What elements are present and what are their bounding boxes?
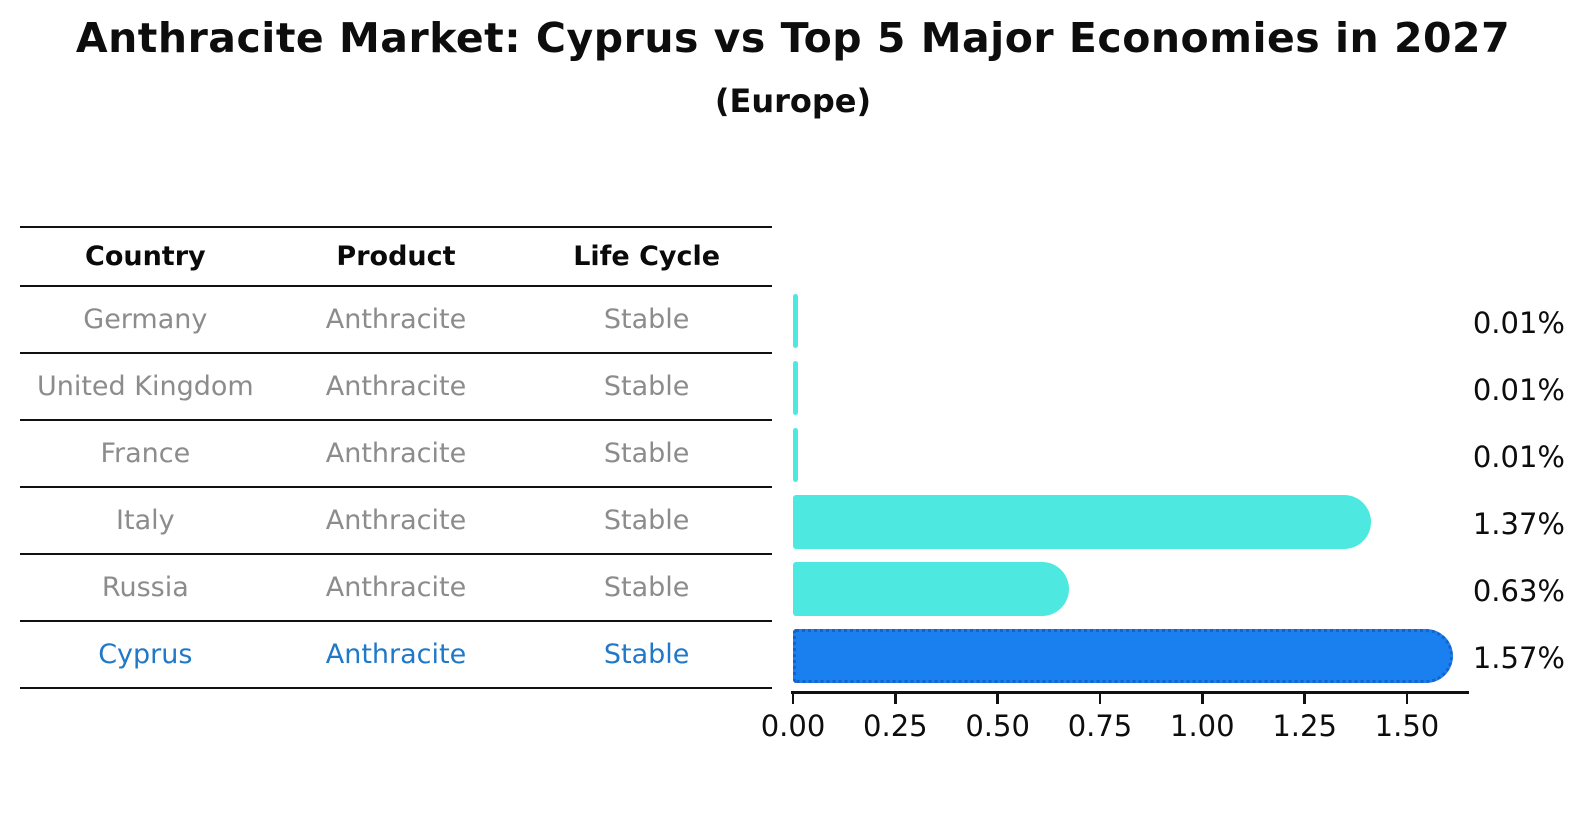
bar-italy xyxy=(793,495,1372,549)
bar-russia xyxy=(793,562,1069,616)
value-label-germany: 0.01% xyxy=(1472,306,1565,340)
cell-life-cycle: Stable xyxy=(603,639,690,670)
header-life-cycle: Life Cycle xyxy=(573,241,721,272)
cell-product: Anthracite xyxy=(325,371,467,402)
x-tick-label: 0.25 xyxy=(863,709,928,743)
x-tick xyxy=(1201,694,1204,704)
x-tick-label: 0.00 xyxy=(760,709,826,743)
table-body: Germany Anthracite Stable United Kingdom Ant… xyxy=(20,287,772,689)
cell-life-cycle: Stable xyxy=(603,304,690,335)
bar-united-kingdom xyxy=(793,361,798,415)
x-tick xyxy=(791,694,795,704)
cell-product: Anthracite xyxy=(325,304,467,335)
x-tick xyxy=(1303,694,1306,704)
country-table: Country Product Life Cycle Germany Anthra… xyxy=(20,226,772,689)
cell-product: Anthracite xyxy=(325,639,467,670)
cell-country: United Kingdom xyxy=(36,371,254,402)
x-tick xyxy=(894,694,897,704)
value-label-cyprus: 1.57% xyxy=(1472,641,1565,675)
cell-product: Anthracite xyxy=(325,438,467,469)
cell-life-cycle: Stable xyxy=(603,505,690,536)
cell-country: Cyprus xyxy=(98,639,193,670)
x-tick-label: 1.25 xyxy=(1272,709,1337,743)
cell-life-cycle: Stable xyxy=(603,371,690,402)
cell-country: France xyxy=(100,438,191,469)
x-tick xyxy=(996,694,999,704)
table-header-row: Country Product Life Cycle xyxy=(20,226,772,287)
x-axis-line xyxy=(791,691,1469,694)
x-tick xyxy=(1405,694,1409,704)
chart-subtitle: (Europe) xyxy=(714,82,872,120)
table-row-united-kingdom: United Kingdom Anthracite Stable xyxy=(20,354,772,421)
x-tick xyxy=(1098,694,1102,704)
table-row-france: France Anthracite Stable xyxy=(20,421,772,488)
table-row-cyprus: Cyprus Anthracite Stable xyxy=(20,622,772,689)
x-tick-label: 1.50 xyxy=(1374,709,1440,743)
table-row-germany: Germany Anthracite Stable xyxy=(20,287,772,354)
value-label-united-kingdom: 0.01% xyxy=(1472,373,1565,407)
cell-life-cycle: Stable xyxy=(603,438,690,469)
cell-country: Italy xyxy=(116,505,175,536)
header-country: Country xyxy=(85,241,206,272)
value-label-russia: 0.63% xyxy=(1472,574,1565,608)
bar-germany xyxy=(793,294,798,348)
bar-france xyxy=(793,428,798,482)
x-tick-label: 0.75 xyxy=(1067,709,1133,743)
x-tick-label: 0.50 xyxy=(965,709,1030,743)
table-row-italy: Italy Anthracite Stable xyxy=(20,488,772,555)
cell-life-cycle: Stable xyxy=(603,572,690,603)
chart-title: Anthracite Market: Cyprus vs Top 5 Major… xyxy=(75,14,1511,62)
cell-product: Anthracite xyxy=(325,572,467,603)
x-tick-label: 1.00 xyxy=(1170,709,1235,743)
cell-product: Anthracite xyxy=(325,505,467,536)
value-label-france: 0.01% xyxy=(1472,440,1565,474)
table-row-russia: Russia Anthracite Stable xyxy=(20,555,772,622)
cell-country: Russia xyxy=(101,572,189,603)
value-label-italy: 1.37% xyxy=(1472,507,1565,541)
bar-cyprus xyxy=(793,629,1454,683)
cell-country: Germany xyxy=(83,304,208,335)
header-product: Product xyxy=(336,241,456,272)
